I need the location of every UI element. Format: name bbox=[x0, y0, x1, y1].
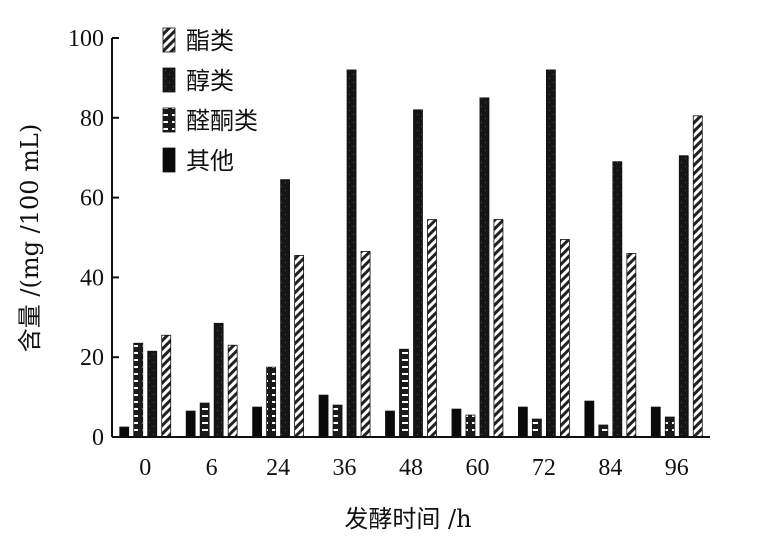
legend-swatch bbox=[162, 67, 176, 93]
bar-hatched-72 bbox=[559, 239, 570, 438]
y-axis-ticks: 0 20 40 60 80 100 bbox=[68, 26, 119, 451]
y-tick-label: 0 bbox=[92, 425, 104, 451]
bar-dotted-48 bbox=[399, 348, 409, 438]
legend-swatch bbox=[162, 107, 176, 133]
x-axis-title: 发酵时间 /h bbox=[344, 505, 471, 533]
legend-label: 酯类 bbox=[186, 27, 234, 55]
bar-dark-48 bbox=[413, 109, 423, 438]
x-tick-label: 48 bbox=[399, 455, 423, 481]
bar-solid-48 bbox=[385, 410, 395, 438]
bar-hatched-6 bbox=[227, 344, 238, 438]
x-tick-label: 72 bbox=[532, 455, 556, 481]
bar-solid-24 bbox=[252, 406, 263, 438]
bar-dotted-6 bbox=[199, 402, 210, 438]
x-tick-label: 0 bbox=[139, 455, 151, 481]
y-tick-label: 100 bbox=[68, 26, 104, 52]
bar-dark-84 bbox=[612, 161, 623, 438]
legend-label: 醛酮类 bbox=[186, 107, 258, 135]
x-axis-ticks: 0 6 24 36 48 60 72 84 96 bbox=[139, 455, 689, 481]
bar-hatched-48 bbox=[427, 219, 437, 438]
legend-box bbox=[126, 18, 286, 166]
bar-dotted-0 bbox=[133, 342, 144, 438]
bar-dotted-60 bbox=[465, 414, 476, 438]
bar-dark-24 bbox=[280, 179, 291, 438]
bar-dark-60 bbox=[479, 97, 490, 438]
legend-label: 醇类 bbox=[186, 67, 234, 95]
bar-hatched-96 bbox=[692, 115, 703, 438]
bar-solid-84 bbox=[584, 400, 595, 438]
bar-hatched-0 bbox=[161, 334, 172, 438]
legend-label: 其他 bbox=[186, 147, 234, 175]
bar-dark-72 bbox=[545, 69, 556, 438]
x-tick-label: 24 bbox=[266, 455, 290, 481]
bar-hatched-24 bbox=[294, 255, 305, 438]
bar-solid-96 bbox=[650, 406, 661, 438]
y-tick-label: 20 bbox=[80, 345, 104, 371]
bar-solid-36 bbox=[318, 394, 329, 438]
bar-dotted-36 bbox=[332, 404, 343, 438]
y-tick-label: 80 bbox=[80, 106, 104, 132]
x-tick-label: 60 bbox=[465, 455, 489, 481]
bar-dark-0 bbox=[147, 350, 158, 438]
bar-hatched-84 bbox=[626, 253, 637, 438]
bar-dark-96 bbox=[678, 155, 689, 438]
y-tick-label: 60 bbox=[80, 186, 104, 212]
x-tick-label: 36 bbox=[333, 455, 357, 481]
bar-hatched-60 bbox=[493, 219, 504, 438]
bar-solid-60 bbox=[451, 408, 462, 438]
y-tick-label: 40 bbox=[80, 265, 104, 291]
bar-dotted-84 bbox=[598, 424, 609, 438]
x-tick-label: 96 bbox=[665, 455, 689, 481]
y-axis-title: 含量 /(mg /100 mL) bbox=[16, 124, 44, 352]
x-tick-label: 6 bbox=[206, 455, 218, 481]
legend-swatch bbox=[162, 27, 176, 53]
bar-solid-72 bbox=[517, 406, 528, 438]
bar-solid-6 bbox=[185, 410, 196, 438]
bar-solid-0 bbox=[119, 426, 130, 438]
bar-dotted-72 bbox=[531, 418, 542, 438]
bar-dark-6 bbox=[213, 322, 224, 438]
legend-swatch bbox=[162, 147, 176, 173]
bar-dark-36 bbox=[346, 69, 357, 438]
bar-dotted-24 bbox=[266, 366, 277, 438]
bar-hatched-36 bbox=[360, 251, 371, 438]
plot-area bbox=[119, 69, 703, 438]
bar-dotted-96 bbox=[664, 416, 675, 438]
x-tick-label: 84 bbox=[598, 455, 622, 481]
